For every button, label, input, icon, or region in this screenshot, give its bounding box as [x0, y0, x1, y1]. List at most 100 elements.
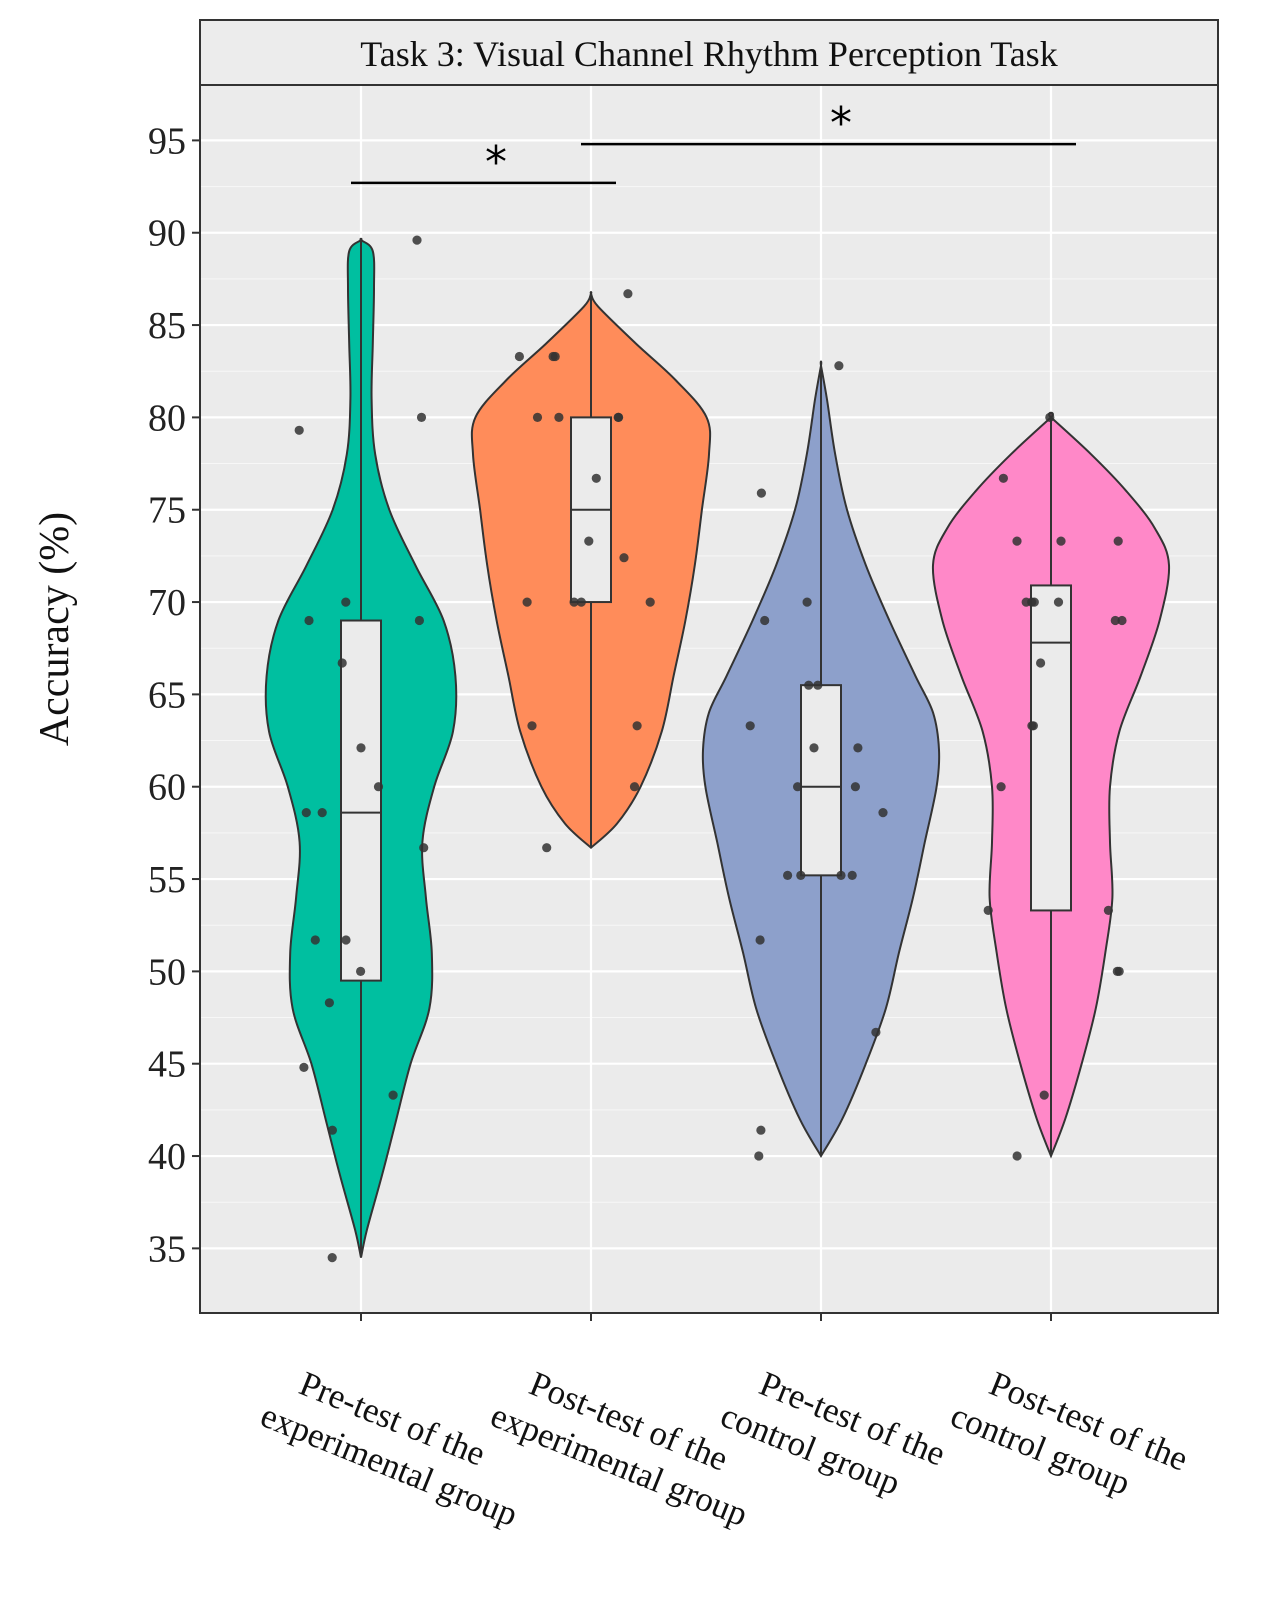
data-point — [419, 843, 429, 853]
data-point — [356, 966, 366, 977]
data-point — [834, 361, 844, 371]
data-point — [341, 597, 351, 607]
data-point — [754, 1151, 764, 1161]
box-iqr — [800, 684, 842, 877]
x-axis: Pre-test of theexperimental group Post-te… — [255, 1313, 1193, 1534]
data-point — [1036, 658, 1046, 668]
data-point — [760, 615, 770, 626]
y-tick-label: 45 — [148, 1044, 186, 1086]
data-point — [847, 870, 857, 881]
data-point — [783, 870, 793, 881]
y-tick-label: 40 — [148, 1136, 186, 1178]
data-point — [569, 597, 579, 607]
data-point — [619, 553, 629, 563]
y-tick-label: 65 — [148, 674, 186, 716]
box-iqr — [1030, 584, 1072, 912]
data-point — [584, 536, 594, 546]
data-point — [327, 1253, 337, 1263]
box-iqr — [340, 619, 382, 982]
data-point — [998, 473, 1009, 483]
y-tick-label: 90 — [148, 213, 186, 255]
y-axis-label: Accuracy (%) — [32, 512, 78, 746]
y-tick-label: 75 — [148, 490, 186, 532]
data-point — [632, 721, 642, 731]
data-point — [1056, 536, 1066, 546]
data-point — [645, 597, 655, 607]
data-point — [1027, 721, 1037, 731]
data-point — [522, 597, 532, 607]
data-point — [756, 1125, 766, 1135]
data-point — [299, 1062, 309, 1072]
data-point — [850, 782, 861, 792]
violin-group — [701, 360, 941, 1161]
data-point — [1110, 615, 1120, 626]
data-point — [373, 782, 384, 792]
data-point — [550, 351, 560, 362]
data-point — [836, 870, 846, 881]
y-tick-label: 55 — [148, 859, 186, 901]
data-point — [317, 808, 327, 818]
data-point — [1027, 597, 1037, 607]
data-point — [591, 473, 601, 483]
x-category-label: Pre-test of thecontrol group — [715, 1355, 950, 1514]
y-tick-label: 50 — [148, 951, 186, 993]
y-tick-label: 80 — [148, 397, 186, 439]
data-point — [514, 351, 525, 362]
x-category-label: Pre-test of theexperimental group — [255, 1355, 539, 1534]
x-category-label: Post-test of thecontrol group — [945, 1355, 1193, 1520]
data-point — [532, 412, 543, 422]
data-point — [1012, 536, 1022, 546]
data-point — [542, 843, 552, 853]
data-point — [356, 743, 366, 753]
data-point — [327, 1125, 337, 1135]
y-axis: 35 40 45 50 55 60 65 70 75 80 85 90 95 — [148, 120, 200, 1270]
data-point — [576, 597, 586, 607]
data-point — [629, 782, 640, 792]
data-point — [1039, 1090, 1049, 1100]
violins — [264, 235, 1171, 1263]
title-strip — [199, 19, 1219, 86]
data-point — [527, 721, 537, 731]
data-point — [1103, 905, 1113, 916]
data-point — [623, 289, 633, 299]
data-point — [1012, 1151, 1022, 1161]
y-tick-label: 70 — [148, 582, 186, 624]
data-point — [1045, 412, 1055, 422]
violin-group — [470, 289, 712, 853]
data-point — [802, 597, 812, 607]
data-point — [804, 680, 814, 690]
y-tick-label: 85 — [148, 305, 186, 347]
data-point — [341, 935, 351, 945]
data-point — [554, 412, 564, 422]
data-point — [310, 935, 320, 945]
data-point — [324, 998, 334, 1008]
data-point — [871, 1027, 881, 1037]
significance-star: * — [830, 98, 852, 149]
violin-group — [931, 411, 1171, 1161]
data-point — [294, 425, 304, 435]
data-point — [809, 743, 819, 753]
data-point — [1053, 597, 1064, 607]
y-tick-label: 95 — [148, 120, 186, 162]
data-point — [1113, 536, 1123, 546]
data-point — [796, 870, 806, 881]
data-point — [756, 488, 767, 498]
data-point — [416, 412, 427, 422]
data-point — [337, 658, 347, 668]
data-point — [1117, 615, 1127, 626]
violin-group — [264, 235, 458, 1263]
x-category-label: Post-test of theexperimental group — [485, 1355, 769, 1534]
data-point — [414, 615, 424, 626]
data-point — [745, 721, 755, 731]
y-tick-label: 35 — [148, 1228, 186, 1270]
data-point — [613, 412, 623, 422]
data-point — [793, 782, 803, 792]
data-point — [304, 615, 314, 626]
data-point — [813, 680, 823, 690]
data-point — [388, 1090, 398, 1100]
data-point — [983, 905, 993, 916]
data-point — [996, 782, 1006, 792]
y-tick-label: 60 — [148, 767, 186, 809]
data-point — [755, 935, 765, 945]
